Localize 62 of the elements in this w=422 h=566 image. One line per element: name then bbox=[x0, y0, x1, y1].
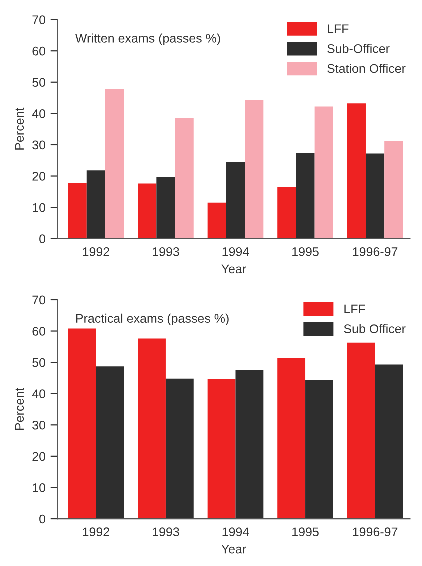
legend-label: Sub-Officer bbox=[328, 44, 390, 54]
x-tick-label: 1993 bbox=[153, 248, 180, 256]
bar bbox=[347, 104, 366, 239]
bar bbox=[138, 184, 157, 239]
bar bbox=[68, 183, 87, 239]
bar bbox=[208, 202, 226, 239]
y-tick-label: 60 bbox=[32, 46, 46, 56]
text: Written exams (passes %) bbox=[75, 34, 220, 46]
bar bbox=[366, 154, 385, 239]
bar bbox=[314, 106, 334, 239]
bar bbox=[68, 328, 96, 520]
legend-label: LFF bbox=[344, 304, 366, 314]
bar bbox=[278, 187, 296, 239]
y-tick-label: 10 bbox=[33, 203, 46, 212]
bar bbox=[245, 100, 264, 239]
x-tick-label: 1995 bbox=[292, 528, 319, 537]
legend-label: Station Officer bbox=[328, 64, 406, 74]
x-tick-label: 1992 bbox=[83, 248, 110, 256]
x-axis-title: Year bbox=[222, 545, 246, 554]
y-tick-label: 30 bbox=[32, 140, 46, 150]
legend-label: LFF bbox=[328, 24, 349, 34]
x-axis-title: Year bbox=[222, 264, 246, 274]
y-tick-label: 50 bbox=[32, 78, 46, 88]
bar bbox=[138, 338, 166, 520]
y-tick-label: 10 bbox=[33, 484, 46, 492]
y-tick-label: 60 bbox=[32, 327, 46, 336]
x-tick-label: 1994 bbox=[222, 528, 250, 537]
bar bbox=[208, 379, 236, 520]
bar bbox=[105, 89, 124, 239]
y-tick-label: 30 bbox=[32, 420, 46, 430]
bar bbox=[384, 141, 404, 239]
y-tick-label: 0 bbox=[40, 514, 46, 524]
bar bbox=[347, 342, 376, 520]
bar bbox=[306, 380, 334, 520]
bar bbox=[96, 366, 124, 520]
y-tick-label: 20 bbox=[32, 452, 46, 462]
x-tick-label: 1996-97 bbox=[353, 248, 398, 256]
x-tick-label: 1995 bbox=[292, 248, 319, 256]
y-tick-label: 0 bbox=[40, 234, 46, 244]
bar bbox=[86, 170, 106, 239]
y-tick-label: 70 bbox=[32, 296, 46, 305]
bar bbox=[296, 153, 315, 239]
bar bbox=[166, 378, 194, 520]
y-axis-title: Percent bbox=[15, 388, 24, 430]
y-tick-label: 70 bbox=[32, 16, 46, 24]
bar bbox=[278, 358, 306, 520]
legend-label: Sub Officer bbox=[344, 324, 406, 334]
bar bbox=[156, 177, 176, 239]
x-tick-label: 1992 bbox=[83, 528, 110, 537]
bar bbox=[375, 364, 404, 520]
y-tick-label: 20 bbox=[32, 172, 46, 181]
y-axis-title: Percent bbox=[15, 108, 24, 150]
x-tick-label: 1994 bbox=[222, 248, 250, 256]
x-tick-label: 1993 bbox=[153, 528, 180, 537]
bar bbox=[226, 162, 246, 239]
x-tick-label: 1996-97 bbox=[353, 528, 398, 537]
y-tick-label: 40 bbox=[32, 109, 46, 118]
y-tick-label: 50 bbox=[32, 358, 46, 368]
text: Practical exams (passes %) bbox=[76, 314, 229, 326]
y-tick-label: 40 bbox=[32, 390, 46, 399]
bar bbox=[236, 370, 264, 520]
bar bbox=[175, 118, 194, 239]
